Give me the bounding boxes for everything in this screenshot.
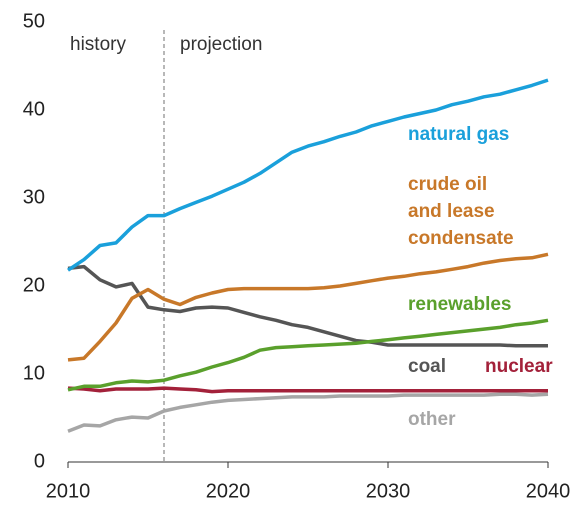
series-label: renewables — [408, 294, 512, 315]
x-tick-label: 2020 — [206, 480, 251, 502]
series-label-line: nuclear — [485, 356, 553, 377]
series-label: natural gas — [408, 124, 509, 145]
series-label: other — [408, 409, 456, 430]
series-label-line: renewables — [408, 294, 512, 315]
series-label-line: crude oil — [408, 174, 487, 195]
series-label-line: condensate — [408, 228, 514, 249]
y-tick-label: 40 — [23, 98, 45, 120]
projection-label: projection — [180, 34, 262, 55]
series-label-line: natural gas — [408, 124, 509, 145]
series-line — [67, 318, 549, 392]
x-tick-label: 2010 — [46, 480, 91, 502]
series-label-line: and lease — [408, 201, 495, 222]
series-label-line: other — [408, 409, 456, 430]
series-label-line: coal — [408, 356, 446, 377]
history-label: history — [70, 34, 126, 55]
series-line — [67, 78, 549, 272]
series-line — [67, 264, 548, 348]
y-tick-label: 50 — [23, 10, 45, 32]
x-tick-label: 2030 — [366, 480, 411, 502]
series-label: coal — [408, 356, 446, 377]
series-label: crude oil and lease condensate — [408, 174, 514, 249]
series-line — [67, 392, 549, 433]
y-tick-label: 20 — [23, 274, 45, 296]
y-tick-label: 30 — [23, 186, 45, 208]
series-label: nuclear — [485, 356, 553, 377]
y-tick-label: 0 — [34, 450, 45, 472]
series-line — [67, 386, 548, 394]
y-tick-label: 10 — [23, 362, 45, 384]
series-line — [67, 252, 549, 362]
x-tick-label: 2040 — [526, 480, 571, 502]
